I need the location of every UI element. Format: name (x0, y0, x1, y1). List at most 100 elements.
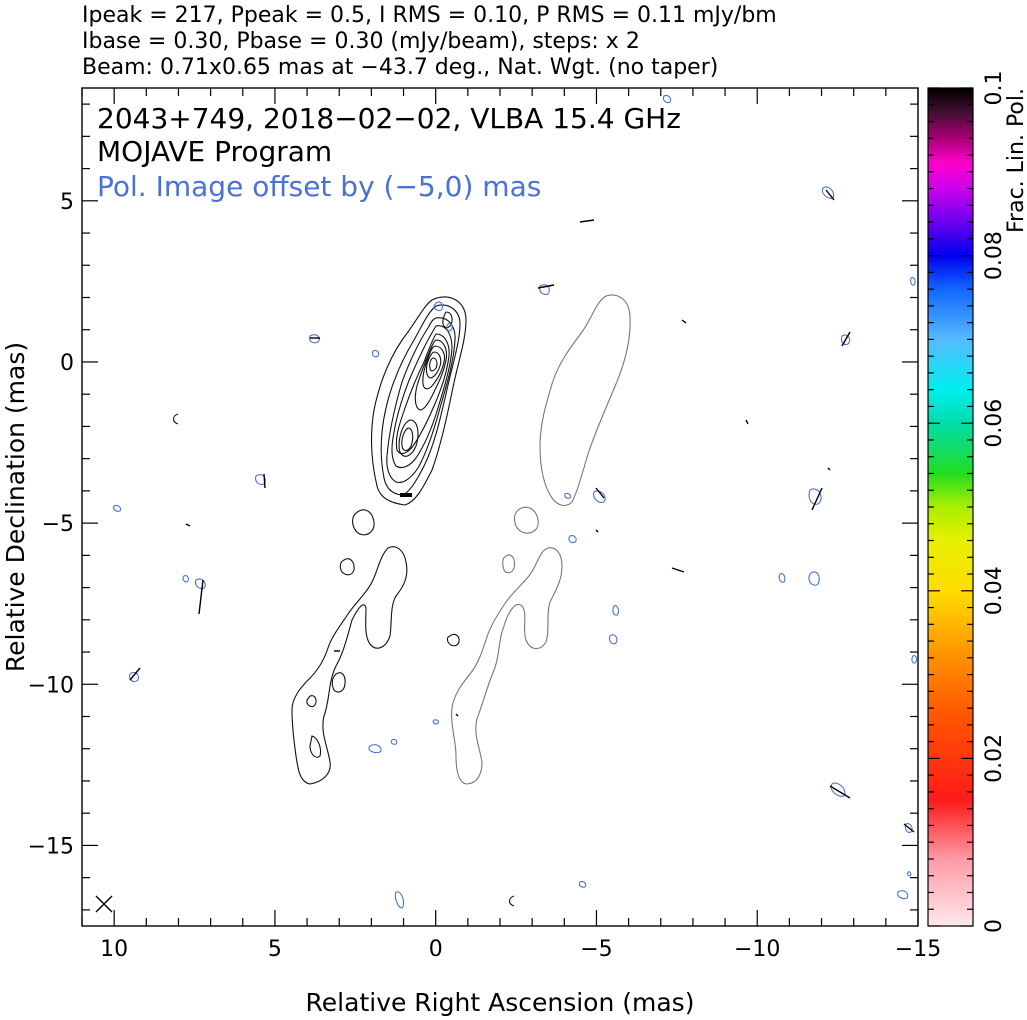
colorbar-tick-label: 0.08 (982, 231, 1007, 280)
colorbar-tick-label: 0.06 (982, 399, 1007, 448)
outer-jet-hole-2 (306, 695, 317, 708)
core-contour-2 (380, 304, 461, 496)
pol-vector (841, 331, 851, 347)
blob-2 (339, 558, 355, 576)
core-contour-9 (429, 357, 438, 372)
fp-blob-28 (904, 823, 913, 833)
fp-blob-27 (830, 782, 846, 797)
fp-blob-17 (195, 578, 206, 590)
blob-1 (352, 509, 375, 536)
pol-vector (827, 467, 831, 471)
x-tick-label: 5 (268, 937, 282, 962)
outer-jet-hole-1 (331, 672, 346, 693)
fp-blob-30 (394, 891, 405, 909)
core-contour-outer (370, 296, 467, 506)
fp-blob-26 (390, 738, 398, 745)
pol-vector (829, 785, 851, 799)
pol-vector (681, 319, 687, 324)
polarization-contours (451, 294, 631, 785)
pol-outer-jet (451, 547, 563, 785)
fp-blob-2 (446, 323, 453, 332)
fp-blob-19 (808, 571, 820, 586)
pol-vector (595, 529, 599, 533)
fp-blob-32 (907, 871, 912, 877)
program-label: MOJAVE Program (97, 135, 332, 168)
fp-blob-18 (778, 573, 786, 583)
fp-blob-5 (539, 284, 550, 296)
x-tick-label: 10 (100, 937, 128, 962)
fp-blob-8 (840, 334, 851, 346)
knot-contour-a (398, 419, 419, 457)
pol-vector (595, 487, 605, 499)
header-line-2: Ibase = 0.30, Pbase = 0.30 (mJy/beam), s… (82, 29, 640, 54)
fp-blob-13 (564, 492, 572, 499)
blob-3 (446, 633, 460, 647)
fp-blob-25 (368, 744, 382, 754)
pol-vector (185, 523, 191, 527)
core-contour-3 (386, 317, 456, 484)
small-arc-1 (172, 413, 179, 425)
header-line-1: Ipeak = 217, Ppeak = 0.5, I RMS = 0.10, … (82, 3, 777, 28)
fp-blob-10 (255, 474, 266, 486)
plot-frame (81, 87, 919, 927)
pol-blob-1 (513, 506, 539, 534)
fp-blob-1 (433, 301, 444, 311)
knot-contour-b (401, 427, 414, 452)
frac-pol-contours (113, 94, 918, 909)
fp-blob-14 (808, 488, 822, 505)
colorbar (927, 87, 974, 927)
fp-blob-16 (182, 575, 189, 583)
y-tick-label: 5 (60, 190, 74, 215)
colorbar-tick-label: 0.1 (982, 71, 1007, 106)
source-label: 2043+749, 2018−02−02, VLBA 15.4 GHz (97, 102, 681, 135)
colorbar-tick-label: 0.04 (982, 566, 1007, 615)
core-contour-5 (395, 333, 450, 455)
colorbar-tick-label: 0.02 (982, 734, 1007, 783)
y-tick-label: −5 (42, 512, 74, 537)
y-tick-label: −10 (28, 673, 74, 698)
cross-marker (95, 895, 113, 913)
pol-vector (263, 473, 266, 489)
outer-jet-contour (291, 546, 408, 785)
polarization-vectors (129, 189, 915, 833)
fp-blob-9 (910, 277, 916, 286)
pol-vector (129, 667, 141, 681)
fp-blob-4 (371, 349, 380, 358)
pol-vector (745, 419, 749, 425)
x-tick-label: −15 (895, 937, 941, 962)
pol-core-contour (539, 294, 631, 507)
pol-vector (198, 579, 204, 615)
fp-blob-15 (568, 535, 577, 544)
fp-blob-21 (608, 634, 618, 645)
pol-vector (671, 567, 685, 573)
fp-blob-22 (129, 671, 139, 683)
offset-label: Pol. Image offset by (−5,0) mas (97, 170, 541, 203)
core-contour-4 (391, 325, 453, 469)
fp-blob-24 (432, 719, 439, 725)
fp-blob-3 (309, 334, 320, 344)
header-line-3: Beam: 0.71x0.65 mas at −43.7 deg., Nat. … (82, 55, 718, 80)
pol-vector (903, 823, 915, 833)
pol-vector (811, 487, 823, 511)
fp-blob-20 (612, 605, 619, 616)
axis-ticks: 10 5 0 −5 −10 −15 5 0 −5 −10 −15 (28, 88, 941, 962)
x-tick-label: −5 (580, 937, 612, 962)
x-tick-label: −10 (734, 937, 780, 962)
fp-blob-31 (897, 890, 909, 900)
pol-blob-2 (502, 554, 516, 574)
core-contour-8 (425, 351, 442, 379)
core-contour-7 (422, 345, 446, 390)
pol-vector (537, 284, 555, 289)
fp-blob-11 (113, 504, 122, 512)
colorbar-ticks: 0 0.02 0.04 0.06 0.08 0.1 (928, 71, 1007, 933)
upper-knot (442, 311, 453, 329)
beam-marker (400, 493, 412, 497)
y-axis-label: Relative Declination (mas) (1, 342, 30, 672)
y-tick-label: 0 (60, 351, 74, 376)
pol-vector (455, 713, 459, 717)
fp-blob-23 (911, 655, 918, 664)
fp-blob-6 (662, 94, 672, 104)
fp-blob-29 (578, 880, 587, 888)
colorbar-tick-label: 0 (982, 919, 1007, 933)
